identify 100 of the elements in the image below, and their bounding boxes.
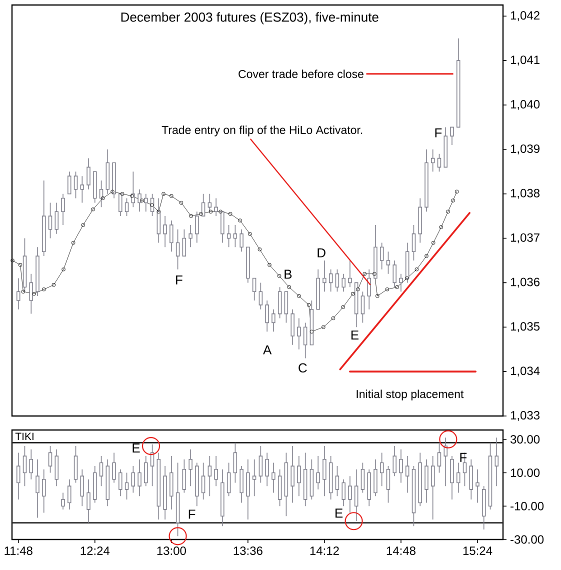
x-tick-label: 12:24 bbox=[80, 546, 110, 555]
point bbox=[18, 263, 22, 267]
y-tick-label: 1,033 bbox=[510, 411, 540, 421]
candlestick bbox=[258, 446, 263, 484]
candlestick bbox=[138, 458, 142, 496]
candlestick bbox=[456, 38, 460, 128]
point bbox=[120, 192, 124, 196]
candlestick bbox=[170, 220, 174, 252]
point bbox=[42, 287, 46, 292]
point bbox=[287, 285, 292, 290]
candlestick bbox=[188, 448, 192, 486]
candlestick bbox=[61, 492, 65, 510]
candlestick bbox=[405, 456, 410, 494]
candlestick bbox=[61, 193, 65, 226]
candlestick bbox=[348, 476, 352, 514]
candlestick bbox=[272, 308, 276, 332]
candlestick bbox=[240, 228, 244, 252]
candlestick bbox=[156, 452, 161, 520]
candlestick bbox=[80, 176, 84, 204]
y-tick-label: 1,039 bbox=[510, 144, 540, 154]
candlestick bbox=[367, 268, 371, 310]
point bbox=[258, 248, 262, 252]
candlestick bbox=[494, 437, 499, 486]
candlestick bbox=[374, 224, 378, 279]
candlestick bbox=[93, 171, 97, 204]
candlestick bbox=[316, 268, 320, 310]
point bbox=[341, 305, 345, 310]
candlestick bbox=[29, 448, 33, 480]
annotation: E bbox=[336, 508, 343, 518]
x-tick-label: 15:24 bbox=[463, 546, 492, 556]
candlestick bbox=[450, 456, 454, 500]
candlestick bbox=[195, 462, 199, 507]
candlestick bbox=[386, 466, 390, 504]
point bbox=[62, 268, 66, 272]
candlestick bbox=[310, 458, 314, 500]
point bbox=[110, 190, 114, 194]
annotation: Initial stop placement bbox=[356, 390, 464, 400]
point bbox=[71, 240, 76, 245]
y-tick-label: 30.00 bbox=[510, 435, 540, 444]
candlestick bbox=[214, 198, 218, 216]
candlestick bbox=[170, 456, 174, 510]
point bbox=[414, 268, 419, 272]
point bbox=[228, 212, 232, 216]
point bbox=[446, 210, 450, 214]
point bbox=[218, 210, 222, 214]
candlestick bbox=[252, 278, 256, 301]
candlestick bbox=[272, 462, 276, 494]
candlestick bbox=[208, 456, 212, 496]
candlestick bbox=[399, 448, 403, 484]
candlestick bbox=[16, 452, 20, 500]
candlestick bbox=[124, 472, 129, 500]
candlestick bbox=[290, 446, 294, 504]
candlestick bbox=[278, 468, 282, 507]
point bbox=[432, 240, 436, 245]
candlestick bbox=[322, 446, 326, 496]
candlestick bbox=[412, 224, 416, 261]
point bbox=[376, 294, 380, 298]
point bbox=[351, 292, 355, 296]
candlestick bbox=[342, 273, 346, 292]
candlestick bbox=[99, 456, 104, 486]
candlestick bbox=[335, 466, 340, 496]
point bbox=[404, 276, 409, 280]
y-tick-label: 1,042 bbox=[510, 11, 540, 22]
candlestick bbox=[297, 456, 301, 496]
candlestick bbox=[22, 446, 27, 486]
candlestick bbox=[156, 198, 161, 244]
point bbox=[395, 285, 399, 290]
candlestick bbox=[284, 291, 288, 324]
candlestick bbox=[430, 149, 435, 172]
point bbox=[439, 225, 444, 230]
y-tick-label: 1,038 bbox=[510, 188, 540, 199]
point bbox=[52, 283, 56, 287]
candlestick bbox=[182, 228, 186, 256]
candlestick bbox=[418, 452, 422, 507]
point bbox=[277, 274, 282, 278]
point bbox=[424, 254, 428, 258]
point bbox=[238, 218, 242, 222]
candlestick bbox=[278, 286, 282, 319]
chart-title: TIKI bbox=[15, 432, 34, 440]
annotation: Cover trade before close bbox=[238, 70, 364, 78]
point bbox=[297, 294, 301, 298]
candlestick bbox=[163, 466, 167, 520]
candlestick bbox=[380, 452, 384, 486]
candlestick bbox=[86, 158, 90, 190]
candlestick bbox=[303, 452, 308, 507]
candlestick bbox=[48, 446, 52, 474]
point bbox=[268, 263, 272, 267]
candlestick bbox=[80, 468, 84, 507]
candlestick bbox=[246, 246, 250, 284]
text: December 2003 futures (ESZ03), five-minute bbox=[121, 12, 378, 24]
candlestick bbox=[106, 149, 110, 194]
candlestick bbox=[36, 458, 40, 518]
point bbox=[306, 303, 311, 307]
point bbox=[331, 316, 336, 320]
point bbox=[322, 325, 326, 330]
point bbox=[140, 198, 144, 202]
point bbox=[199, 212, 203, 216]
y-tick-label: 1,036 bbox=[510, 278, 540, 288]
point bbox=[150, 203, 154, 207]
candlestick bbox=[246, 458, 250, 520]
